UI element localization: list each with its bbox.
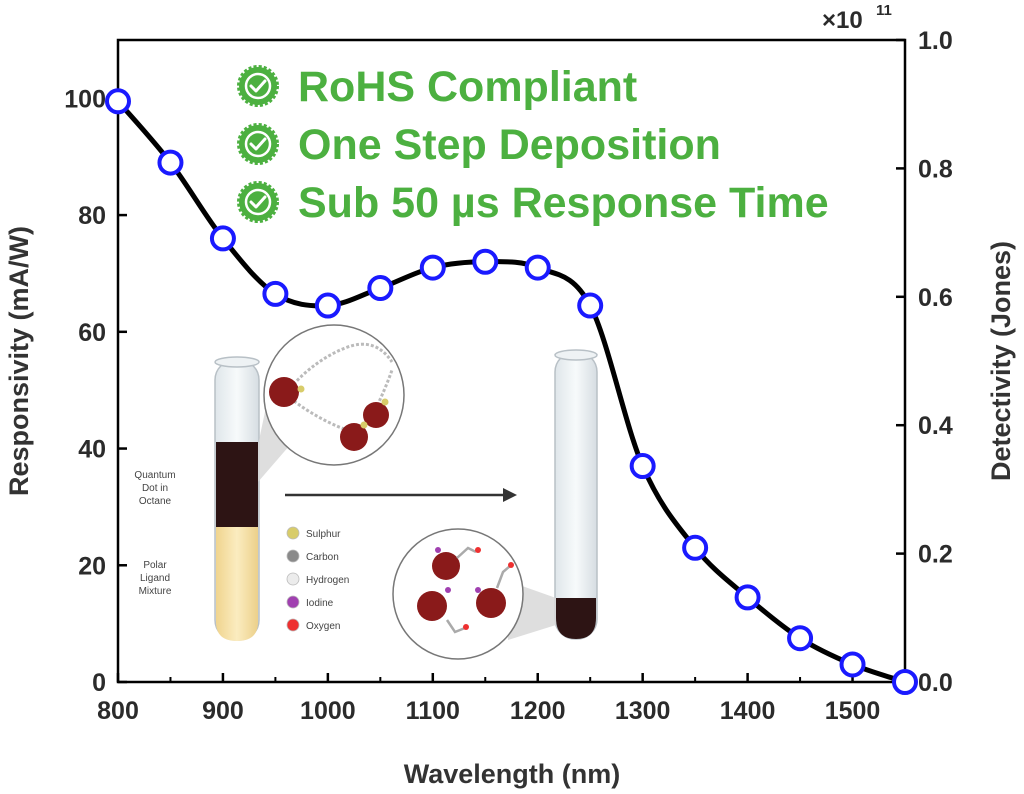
feature-text: RoHS Compliant <box>298 63 637 111</box>
data-point <box>262 280 289 307</box>
feature-item: RoHS Compliant <box>237 63 637 111</box>
legend-label: Carbon <box>306 552 339 563</box>
data-point <box>209 225 236 252</box>
data-point <box>734 584 761 611</box>
legend-label: Hydrogen <box>306 575 349 586</box>
right-test-tube <box>554 349 598 640</box>
legend-swatch <box>286 572 300 586</box>
y2-tick-label: 0.0 <box>918 669 953 697</box>
x-tick-label: 1000 <box>300 697 356 725</box>
data-point <box>157 149 184 176</box>
data-point <box>629 453 656 480</box>
x-tick-label: 900 <box>202 697 244 725</box>
left-tube-label-top: Quantum Dot in Octane <box>134 470 175 507</box>
legend-swatch <box>286 549 300 563</box>
y2-axis-ticks: 0.0 0.2 0.4 0.6 0.8 1.0 <box>896 27 953 697</box>
check-badge-icon <box>237 65 279 107</box>
svg-text:Octane: Octane <box>139 496 172 507</box>
legend-item: Carbon <box>286 549 339 563</box>
y2-axis-title: Detectivity (Jones) <box>986 241 1016 481</box>
feature-list: RoHS Compliant One Step Deposition Sub 50 … <box>237 63 829 227</box>
y-axis-ticks: 0 20 40 60 80 100 <box>64 85 127 697</box>
x-tick-label: 1200 <box>510 697 566 725</box>
y2-tick-label: 0.4 <box>918 412 953 440</box>
x-tick-label: 1100 <box>406 697 460 725</box>
svg-text:Quantum: Quantum <box>134 470 175 481</box>
legend-label: Oxygen <box>306 621 340 632</box>
y-tick-label: 100 <box>64 85 106 113</box>
magnified-circle-bottom <box>392 528 524 660</box>
y-tick-label: 0 <box>92 669 106 697</box>
legend-swatch <box>286 595 300 609</box>
magnified-circle-top <box>263 324 405 466</box>
y2-multiplier-base: ×10 <box>822 7 863 34</box>
feature-text: Sub 50 µs Response Time <box>298 179 829 227</box>
atom-legend: Sulphur Carbon Hydrogen Iodine Oxygen <box>286 526 349 632</box>
feature-item: Sub 50 µs Response Time <box>237 179 829 227</box>
data-point <box>472 248 499 275</box>
legend-label: Iodine <box>306 598 334 609</box>
data-point <box>367 275 394 302</box>
y2-multiplier: ×10 11 <box>822 2 892 34</box>
y-axis-title: Responsivity (mA/W) <box>4 226 34 496</box>
process-arrow <box>285 488 517 502</box>
data-point <box>577 292 604 319</box>
y-tick-label: 20 <box>78 552 106 580</box>
feature-item: One Step Deposition <box>237 121 721 169</box>
y2-tick-label: 1.0 <box>918 27 953 55</box>
data-point <box>839 651 866 678</box>
x-tick-label: 1300 <box>615 697 671 725</box>
x-axis-title: Wavelength (nm) <box>404 759 621 789</box>
left-tube-label-bottom: Polar Ligand Mixture <box>139 560 172 597</box>
legend-item: Sulphur <box>286 526 341 540</box>
legend-item: Hydrogen <box>286 572 349 586</box>
x-axis-ticks: 800 900 1000 1100 1200 1300 1400 1500 <box>97 673 906 725</box>
svg-text:Dot in: Dot in <box>142 483 168 494</box>
feature-text: One Step Deposition <box>298 121 721 169</box>
y2-tick-label: 0.6 <box>918 284 953 312</box>
data-point <box>105 88 131 115</box>
data-point <box>419 254 446 281</box>
legend-item: Iodine <box>286 595 334 609</box>
svg-text:Ligand: Ligand <box>140 573 170 584</box>
data-point <box>787 625 814 652</box>
svg-text:Mixture: Mixture <box>139 586 172 597</box>
left-test-tube <box>214 356 260 641</box>
data-point <box>314 292 341 319</box>
check-badge-icon <box>237 123 279 165</box>
x-tick-label: 1400 <box>720 697 776 725</box>
plot-frame <box>116 38 907 684</box>
x-tick-label: 800 <box>97 697 139 725</box>
y-tick-label: 40 <box>78 436 106 464</box>
data-point <box>524 254 551 281</box>
y2-tick-label: 0.2 <box>918 541 953 569</box>
y-tick-label: 80 <box>78 202 106 230</box>
svg-text:Polar: Polar <box>143 560 167 571</box>
y2-multiplier-exponent: 11 <box>876 2 892 19</box>
ligand-exchange-illustration: Quantum Dot in Octane Polar Ligand Mixtu… <box>134 324 598 660</box>
y-tick-label: 60 <box>78 319 106 347</box>
check-badge-icon <box>237 181 279 223</box>
legend-swatch <box>286 526 300 540</box>
data-point <box>682 534 709 561</box>
legend-swatch <box>286 618 300 632</box>
legend-item: Oxygen <box>286 618 340 632</box>
x-tick-label: 1500 <box>825 697 881 725</box>
legend-label: Sulphur <box>306 529 341 540</box>
data-point <box>892 669 918 695</box>
y2-tick-label: 0.8 <box>918 155 953 183</box>
responsivity-markers <box>105 88 918 695</box>
